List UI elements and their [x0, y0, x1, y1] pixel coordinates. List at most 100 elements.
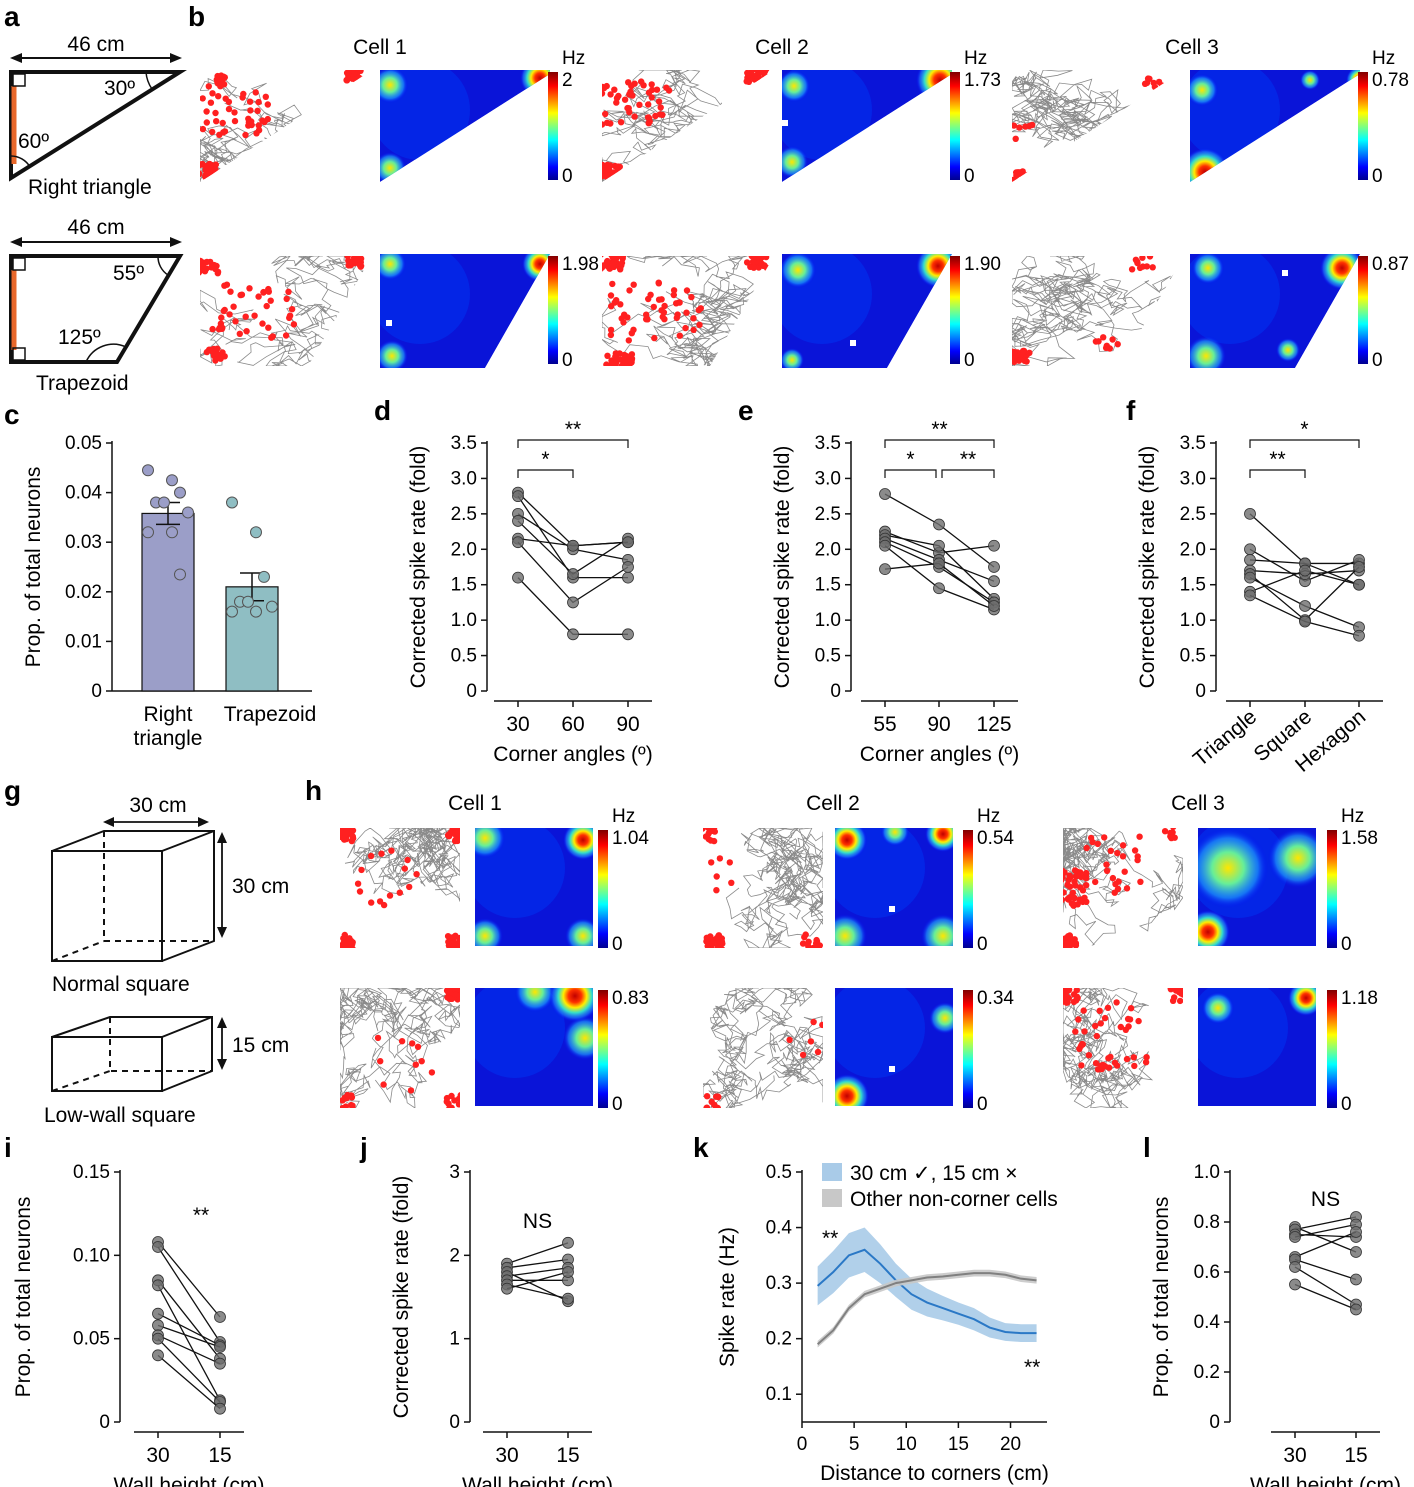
- panel-b-triangle-cell2-colorbar: [950, 72, 960, 180]
- chart-i-annotation: **: [193, 1204, 209, 1227]
- chart-c-point: [166, 474, 178, 487]
- chart-c-bar: [141, 512, 195, 692]
- chart-l-ytick: 1.0: [1194, 1162, 1220, 1183]
- trapezoid-angle-125: 125º: [58, 326, 101, 349]
- panel-b-trapezoid-cell3-trajectory: [1012, 256, 1184, 366]
- panel-b-triangle-cell2-trajectory: [602, 70, 774, 182]
- chart-k-band-1: [817, 1269, 1037, 1348]
- chart-f-ytick: 0: [1195, 681, 1206, 702]
- chart-j-ytick: 0: [449, 1412, 460, 1433]
- panel-h-cell1-title: Cell 1: [448, 792, 502, 815]
- trapezoid-angle-55: 55º: [113, 262, 144, 285]
- chart-i-point: [214, 1341, 226, 1353]
- chart-d-point: [567, 568, 579, 580]
- chart-k-legend-0: 30 cm ✓, 15 cm ×: [850, 1162, 1018, 1185]
- chart-e-point: [988, 539, 1000, 552]
- chart-f-ytick: 1.5: [1180, 575, 1206, 596]
- panel-b-triangle-cell3-max: 0.78: [1372, 70, 1409, 91]
- chart-k-series-line-1: [816, 1272, 1037, 1345]
- triangle-name: Right triangle: [28, 176, 152, 199]
- chart-c-letter: c: [4, 399, 20, 430]
- chart-i-series-line: [157, 1324, 221, 1348]
- chart-j-series-line: [506, 1271, 569, 1290]
- chart-l-point: [1350, 1246, 1362, 1258]
- panel-b-triangle-cell2-min: 0: [964, 166, 975, 187]
- panel-b-triangle-cell1-max: 2: [562, 70, 573, 91]
- chart-d-ytick: 2.0: [451, 539, 477, 560]
- chart-l-xtick: 30: [1283, 1444, 1306, 1467]
- chart-d-xtick: 30: [506, 713, 529, 736]
- panel-b-triangle-cell3-trajectory: [1012, 70, 1184, 182]
- panel-h-low-cell3-ratemap: [1198, 988, 1316, 1106]
- chart-d-ytick: 2.5: [451, 504, 477, 525]
- chart-j-xtick: 15: [556, 1444, 579, 1467]
- chart-k-legend-swatch-0: [822, 1163, 842, 1181]
- panel-b-trapezoid-cell2-spikes: [602, 256, 771, 366]
- chart-f-point: [1244, 589, 1256, 602]
- panel-b-triangle-cell2-ratemap: [782, 70, 952, 182]
- chart-i-point: [152, 1332, 164, 1345]
- panel-b-triangle-cell3-unit: Hz: [1372, 48, 1395, 69]
- panel-b-triangle-cell2-spikes: [602, 70, 770, 181]
- chart-e-sig-label: **: [931, 418, 947, 441]
- chart-d-point: [512, 571, 524, 584]
- chart-d: d Corrected spike rate (fold) 0 0.5 1.0 1.5 2.…: [374, 395, 653, 766]
- chart-f-sig-bracket: [1249, 439, 1360, 448]
- chart-l-series-line: [1294, 1258, 1357, 1281]
- chart-e-ytick: 3.5: [815, 433, 841, 454]
- chart-i-ytick: 0.10: [73, 1245, 110, 1266]
- chart-l-point: [1289, 1261, 1301, 1273]
- chart-i: i Prop. of total neurons 0 0.05 0.10 0.15 30 15…: [4, 1132, 264, 1487]
- chart-d-point: [622, 536, 634, 549]
- chart-c-point: [250, 605, 262, 618]
- triangle-angle-30: 30º: [104, 77, 135, 100]
- normal-height-label: 30 cm: [232, 875, 289, 898]
- normal-square-name: Normal square: [52, 973, 190, 996]
- panel-b-trapezoid-cell1-max: 1.98: [562, 254, 599, 275]
- chart-l-xtick: 15: [1344, 1444, 1367, 1467]
- chart-d-sig-label: **: [565, 418, 581, 441]
- chart-e-point: [879, 563, 891, 576]
- chart-e-letter: e: [738, 395, 754, 426]
- panel-h-low-cell2-spikes: [703, 1018, 823, 1108]
- panel-b-trapezoid-cell3-colorbar: [1358, 256, 1368, 364]
- chart-i-point: [152, 1307, 164, 1320]
- chart-k-ytick: 0.2: [766, 1329, 792, 1350]
- chart-d-letter: d: [374, 395, 391, 426]
- chart-f-point: [1299, 564, 1311, 577]
- panel-h-letter: h: [305, 775, 322, 806]
- panel-h-normal-cell1-unit: Hz: [612, 806, 635, 827]
- chart-l-point: [1350, 1273, 1362, 1286]
- panel-h-low-cell2-max: 0.34: [977, 988, 1014, 1009]
- chart-l-ytick: 0.6: [1194, 1262, 1220, 1283]
- chart-c-ytick: 0.02: [65, 582, 102, 603]
- chart-l-xlabel: Wall height (cm): [1250, 1474, 1401, 1487]
- chart-d-point: [567, 628, 579, 641]
- chart-d-point: [567, 596, 579, 609]
- chart-i-ytick: 0.15: [73, 1162, 110, 1183]
- chart-e-sig-bracket: [941, 469, 995, 478]
- chart-e-sig-bracket: [884, 469, 937, 478]
- chart-k-series-line-0: [816, 1248, 1037, 1335]
- chart-c-point: [174, 568, 186, 581]
- panel-b-triangle-cell2-unit: Hz: [964, 48, 987, 69]
- chart-d-xlabel: Corner angles (º): [493, 743, 652, 766]
- panel-h-normal-cell3-colorbar: [1327, 830, 1337, 948]
- chart-j-letter: j: [359, 1132, 368, 1163]
- chart-i-series-line: [157, 1354, 221, 1410]
- panel-h-normal-cell1-min: 0: [612, 934, 623, 955]
- chart-e-ytick: 1.5: [815, 575, 841, 596]
- panel-h-low-cell1-ratemap: [475, 988, 593, 1106]
- chart-d-xtick: 60: [561, 713, 584, 736]
- chart-c-ytick: 0.01: [65, 631, 102, 652]
- panel-h-low-cell2-trajectory: [703, 988, 823, 1108]
- panel-b-trapezoid-cell3-min: 0: [1372, 350, 1383, 371]
- chart-i-point: [152, 1349, 164, 1362]
- chart-f-point: [1244, 507, 1256, 520]
- chart-c-ytick: 0.05: [65, 433, 102, 454]
- chart-i-series-line: [157, 1334, 221, 1365]
- trapezoid-width-label: 46 cm: [67, 216, 124, 239]
- chart-f-ytick: 3.0: [1180, 468, 1206, 489]
- panel-b-triangle-cell1-spikes: [200, 70, 366, 181]
- chart-l-annotation: NS: [1311, 1188, 1340, 1211]
